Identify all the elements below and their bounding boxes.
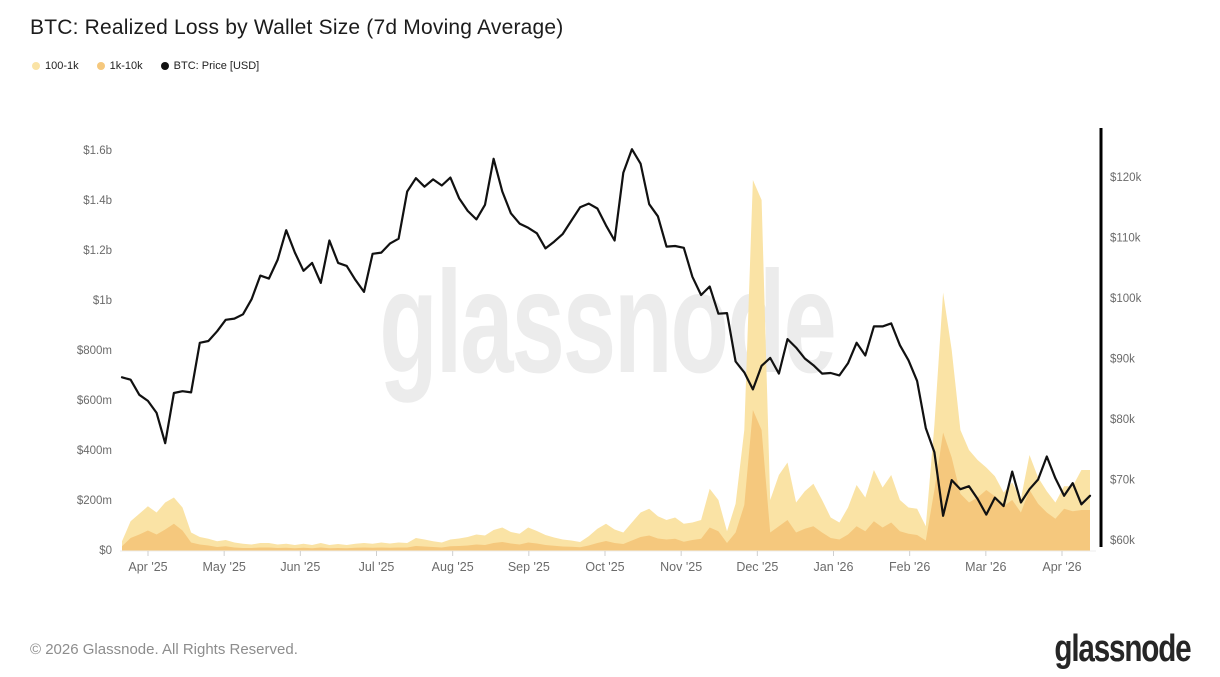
right-axis-label: $90k — [1110, 354, 1135, 366]
legend-item-1k-10k[interactable]: 1k-10k — [96, 60, 143, 72]
right-axis-label: $100k — [1110, 293, 1142, 305]
x-axis-label: Aug '25 — [432, 560, 474, 574]
legend-label-1k-10k: 1k-10k — [109, 60, 143, 72]
legend-dot-btc-price-icon — [160, 62, 169, 70]
legend-dot-1k-10k-icon — [96, 62, 105, 70]
left-axis-label: $1b — [93, 295, 112, 307]
x-axis-label: Mar '26 — [965, 560, 1006, 574]
legend-item-100-1k[interactable]: 100-1k — [32, 60, 79, 72]
copyright-text: © 2026 Glassnode. All Rights Reserved. — [30, 640, 298, 658]
legend-label-100-1k: 100-1k — [45, 60, 79, 72]
legend-label-btc-price: BTC: Price [USD] — [173, 60, 260, 72]
x-axis-label: Apr '26 — [1042, 560, 1081, 574]
x-axis-label: Dec '25 — [736, 560, 778, 574]
left-axis-label: $600m — [77, 395, 112, 407]
x-axis-label: Jun '25 — [280, 560, 320, 574]
footer: © 2026 Glassnode. All Rights Reserved. g… — [0, 621, 1220, 677]
right-axis-label: $120k — [1110, 172, 1142, 184]
left-axis-label: $1.2b — [83, 245, 112, 257]
x-axis-label: Oct '25 — [585, 560, 624, 574]
right-axis-label: $70k — [1110, 475, 1135, 487]
x-axis-label: May '25 — [202, 560, 245, 574]
btc-price-line — [120, 148, 1092, 517]
x-axis-label: Sep '25 — [508, 560, 550, 574]
x-axis-label: Nov '25 — [660, 560, 702, 574]
x-axis-label: Apr '25 — [128, 560, 167, 574]
left-axis-label: $800m — [77, 345, 112, 357]
right-axis-label: $80k — [1110, 414, 1135, 426]
left-axis-label: $1.6b — [83, 145, 112, 157]
x-axis-label: Feb '26 — [889, 560, 930, 574]
x-axis-label: Jan '26 — [814, 560, 854, 574]
right-axis-label: $60k — [1110, 535, 1135, 547]
glassnode-logo: glassnode — [1053, 627, 1191, 670]
x-axis-label: Jul '25 — [359, 560, 395, 574]
chart-legend: 100-1k 1k-10k BTC: Price [USD] — [32, 60, 259, 72]
right-axis-label: $110k — [1110, 233, 1141, 245]
legend-dot-100-1k-icon — [32, 62, 40, 70]
left-axis-label: $400m — [77, 445, 112, 457]
left-axis-label: $200m — [77, 495, 112, 507]
area-series-1k-10k — [122, 410, 1090, 551]
legend-item-btc-price[interactable]: BTC: Price [USD] — [160, 60, 260, 72]
left-axis-label: $0 — [99, 545, 112, 557]
left-axis-label: $1.4b — [83, 195, 112, 207]
page-title: BTC: Realized Loss by Wallet Size (7d Mo… — [30, 16, 564, 39]
chart-hover-surface[interactable] — [122, 125, 1090, 551]
